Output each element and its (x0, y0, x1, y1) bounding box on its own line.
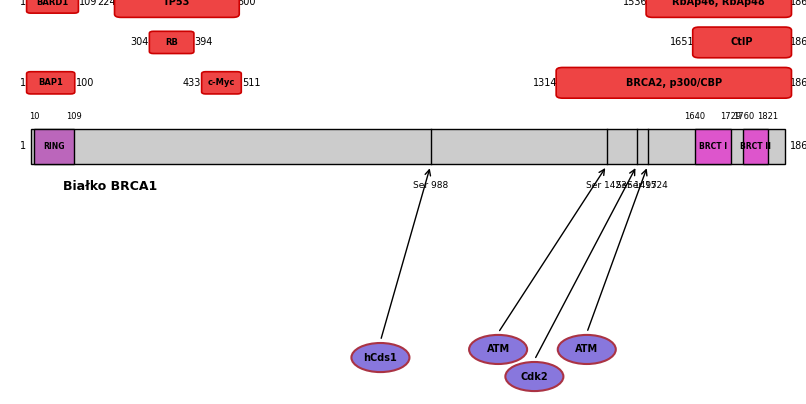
Text: 224: 224 (98, 0, 116, 7)
FancyBboxPatch shape (114, 0, 239, 17)
Text: 1314: 1314 (534, 78, 558, 88)
FancyBboxPatch shape (556, 67, 791, 98)
Text: BAP1: BAP1 (38, 78, 63, 87)
Ellipse shape (351, 343, 409, 372)
Text: Ser 1524: Ser 1524 (627, 181, 668, 190)
Text: CtIP: CtIP (731, 38, 754, 47)
Text: Ser 988: Ser 988 (413, 181, 448, 190)
Text: 1: 1 (19, 141, 26, 152)
Text: BRCT II: BRCT II (740, 142, 771, 151)
Ellipse shape (558, 335, 616, 364)
Text: 109: 109 (67, 112, 82, 121)
Text: 1651: 1651 (670, 38, 694, 47)
Text: Ser 1497: Ser 1497 (617, 181, 657, 190)
FancyBboxPatch shape (27, 72, 75, 94)
Text: 511: 511 (242, 78, 260, 88)
Text: 10: 10 (29, 112, 39, 121)
Text: RING: RING (44, 142, 65, 151)
Text: 1821: 1821 (758, 112, 779, 121)
Text: 1536: 1536 (623, 0, 648, 7)
Text: 500: 500 (238, 0, 256, 7)
Text: 1760: 1760 (733, 112, 754, 121)
Text: 1: 1 (19, 78, 26, 88)
Ellipse shape (469, 335, 527, 364)
Text: 1640: 1640 (684, 112, 705, 121)
FancyBboxPatch shape (31, 129, 785, 164)
FancyBboxPatch shape (35, 129, 74, 164)
Text: 109: 109 (79, 0, 98, 7)
FancyBboxPatch shape (695, 129, 731, 164)
FancyBboxPatch shape (692, 27, 791, 58)
Text: ATM: ATM (575, 345, 598, 354)
Text: RB: RB (165, 38, 178, 47)
FancyBboxPatch shape (646, 0, 791, 17)
Text: 304: 304 (131, 38, 148, 47)
Text: 1863: 1863 (790, 141, 806, 152)
Text: 433: 433 (182, 78, 201, 88)
Text: c-Myc: c-Myc (208, 78, 235, 87)
Text: 1863: 1863 (790, 78, 806, 88)
Text: Ser 1423: Ser 1423 (587, 181, 627, 190)
FancyBboxPatch shape (743, 129, 768, 164)
Text: 100: 100 (76, 78, 94, 88)
Text: BARD1: BARD1 (36, 0, 69, 6)
FancyBboxPatch shape (27, 0, 78, 13)
Text: Cdk2: Cdk2 (521, 372, 548, 381)
Text: hCds1: hCds1 (364, 353, 397, 362)
Text: 1863: 1863 (790, 38, 806, 47)
Text: 1: 1 (19, 0, 26, 7)
Text: RbAp46, RbAp48: RbAp46, RbAp48 (672, 0, 765, 7)
Text: 394: 394 (195, 38, 213, 47)
Text: BRCT I: BRCT I (699, 142, 727, 151)
Text: ATM: ATM (487, 345, 509, 354)
Text: Białko BRCA1: Białko BRCA1 (63, 180, 157, 193)
Text: BRCA2, p300/CBP: BRCA2, p300/CBP (625, 78, 722, 88)
Text: 1729: 1729 (721, 112, 742, 121)
FancyBboxPatch shape (202, 72, 241, 94)
Ellipse shape (505, 362, 563, 391)
Text: 1863: 1863 (790, 0, 806, 7)
FancyBboxPatch shape (149, 32, 194, 54)
Text: TP53: TP53 (163, 0, 190, 7)
